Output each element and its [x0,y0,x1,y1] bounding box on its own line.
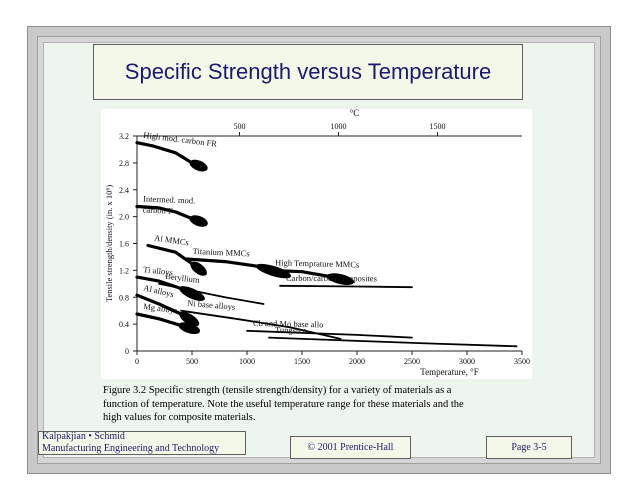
series-band [326,273,355,285]
series-line [246,329,413,339]
y-tick-label: 0.8 [119,293,129,302]
footer-copyright-box: © 2001 Prentice-Hall [290,436,411,459]
series-label: Intermed. mod. [143,194,196,206]
series-label: Ti alloys [143,264,174,277]
series-line [158,282,265,305]
y-tick-label: 0.4 [119,320,129,329]
caption-line: function of temperature. Note the useful… [103,398,464,410]
series-label: Carbon/carbon composites [286,273,377,283]
y-tick-label: 1.2 [119,266,129,275]
series-label: Tungsten [275,325,307,336]
series-label: Beryllium [165,271,201,285]
y-tick-label: 3.2 [119,132,129,141]
y-tick-label: 1.6 [119,240,129,249]
x2-tick-label: 500 [234,122,246,131]
x-tick-label: 1500 [294,357,310,366]
y-tick-label: 2.8 [119,159,129,168]
y-tick-label: 2.4 [119,186,129,195]
series-label: Mg alloys [143,301,178,315]
footer-page-number: Page 3-5 [511,442,547,453]
x-tick-label: 2000 [349,357,365,366]
series-label: Cb and Mo base allo [253,318,324,330]
x-tick-label: 3500 [514,357,530,366]
chart-figure: 0 0.4 0.8 1.2 1.6 2.0 2.4 2.8 3.2 0 500 1000 1500 200… [101,108,532,379]
series-label: Ni base alloys [187,298,236,312]
x-tick-label: 2500 [404,357,420,366]
x-tick-label: 500 [186,357,198,366]
caption-line: Figure 3.2 Specific strength (tensile st… [103,385,452,396]
series-band [189,215,208,227]
series-label: High Temprature MMCs [275,257,359,269]
x2-tick-label: 1000 [331,122,347,131]
series-band [179,311,200,327]
slide-title: Specific Strength versus Temperature [124,59,492,84]
series-band [190,261,207,276]
footer-page-box: Page 3-5 [486,436,572,459]
footer-copyright: © 2001 Prentice-Hall [307,442,394,453]
footer-author-line1: Kalpakjian • Schmid [42,431,125,442]
footer-author-line2: Manufacturing Engineering and Technology [42,443,220,454]
series-line [279,284,413,289]
x-tick-label: 0 [135,357,139,366]
series-label: Al MMCs [154,233,190,248]
x2-axis-label: °C [350,109,360,118]
x-axis-label: Temperature, °F [420,367,478,377]
y-axis-label: Tensile strength/density (in. x 10⁶) [104,185,114,303]
x-tick-label: 3000 [459,357,475,366]
figure-caption: Figure 3.2 Specific strength (tensile st… [103,384,523,425]
y-tick-label: 0 [125,347,129,356]
series-band [178,322,201,335]
series-label: Titanium MMCs [192,246,249,258]
x-tick-label: 1000 [239,357,255,366]
series-band [189,159,208,172]
footer-author-box: Kalpakjian • Schmid Manufacturing Engine… [38,431,246,455]
chart-svg: 0 0.4 0.8 1.2 1.6 2.0 2.4 2.8 3.2 0 500 1000 1500 200… [104,108,530,377]
series-line [268,336,518,348]
series-label: carbon F [143,205,174,216]
x2-tick-label: 1500 [430,122,446,131]
caption-line: high values for composite materials. [103,412,256,423]
y-tick-label: 2.0 [119,213,129,222]
slide-title-box: Specific Strength versus Temperature [93,44,523,100]
